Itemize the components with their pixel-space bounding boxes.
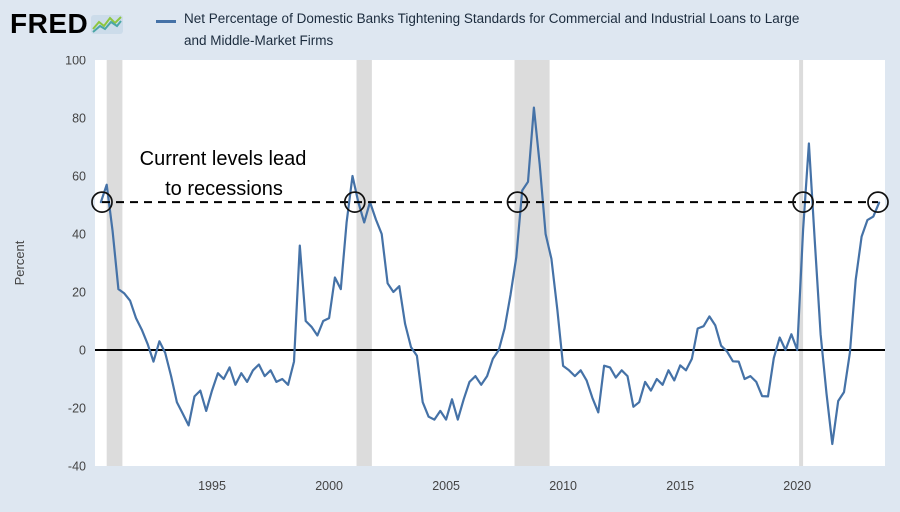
threshold-circle (792, 191, 814, 213)
annotation-line2: to recessions (165, 178, 283, 200)
y-tick-label: 100 (65, 56, 86, 68)
y-tick-label: 80 (72, 112, 86, 126)
chart-title-line1: Net Percentage of Domestic Banks Tighten… (184, 11, 800, 26)
recession-band (106, 60, 123, 466)
y-tick-label: -40 (68, 460, 86, 474)
x-tick-label: 2005 (432, 479, 460, 493)
chart-title-line2: and Middle-Market Firms (184, 32, 334, 48)
chart-title: Net Percentage of Domestic Banks Tighten… (184, 8, 799, 51)
y-tick-label: -20 (68, 402, 86, 416)
threshold-circle (506, 191, 529, 213)
x-tick-label: 2000 (315, 479, 343, 493)
threshold-circle (343, 191, 366, 213)
plot-area[interactable] (95, 60, 885, 466)
x-tick-label: 2010 (549, 479, 577, 493)
y-tick-label: 60 (72, 170, 86, 184)
x-tick-label: 2020 (783, 479, 811, 493)
y-tick-label: 40 (72, 228, 86, 242)
y-axis-label: Percent (12, 240, 27, 285)
fred-logo-sparkline-icon (91, 14, 124, 34)
y-tick-label: 20 (72, 286, 86, 300)
annotation-line1: Current levels lead (140, 148, 307, 170)
chart-canvas[interactable]: Current levels lead to recessions 100 80 60 4… (0, 56, 900, 512)
threshold-circle (91, 191, 113, 213)
x-tick-label: 2015 (666, 479, 694, 493)
fred-logo[interactable]: FRED (10, 8, 124, 40)
chart-header: FRED Net Percentage of Domestic Banks Ti… (0, 0, 900, 58)
y-tick-label: 0 (79, 344, 86, 358)
fred-logo-text: FRED (10, 8, 89, 39)
threshold-circle (867, 191, 889, 213)
recession-band (356, 60, 372, 466)
x-tick-label: 1995 (198, 479, 226, 493)
legend-line-swatch (156, 20, 176, 23)
series-line (99, 106, 881, 446)
